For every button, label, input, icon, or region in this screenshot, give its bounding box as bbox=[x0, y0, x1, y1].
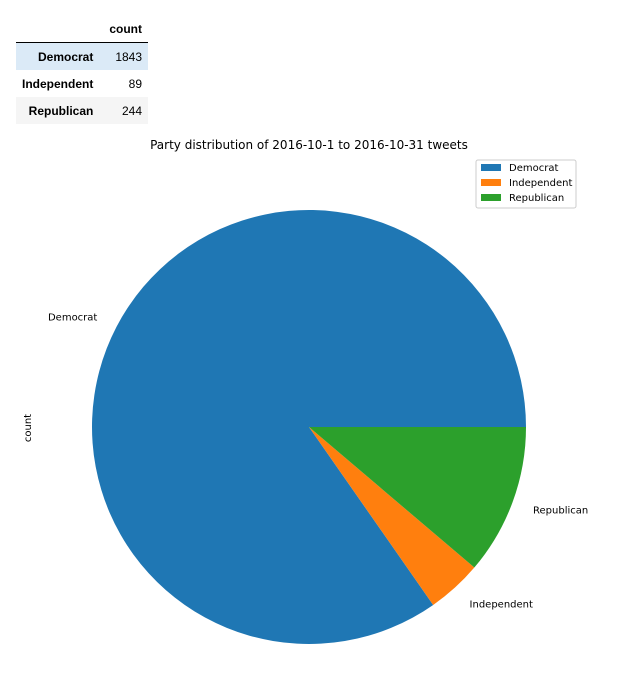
y-axis-label: count bbox=[23, 414, 34, 442]
pie-slice-labels: Democrat Independent Republican bbox=[48, 313, 588, 611]
pie-slice-democrat bbox=[91, 210, 526, 645]
dataframe-table: count Democrat 1843 Independent 89 Repub… bbox=[16, 15, 149, 124]
row-value: 1843 bbox=[115, 49, 143, 64]
legend-label-independent: Independent bbox=[509, 178, 572, 189]
legend-swatch-democrat bbox=[481, 164, 501, 171]
pie-slice-independent bbox=[309, 427, 475, 605]
legend-swatch-republican bbox=[481, 194, 501, 201]
count-column-header: count bbox=[103, 15, 149, 43]
table-row: Independent 89 bbox=[16, 70, 148, 97]
table-row: Republican 244 bbox=[16, 97, 149, 124]
chart-title: Party distribution of 2016-10-1 to 2016-… bbox=[150, 138, 468, 152]
table-header-row: count bbox=[16, 15, 149, 43]
slice-label-republican: Republican bbox=[533, 505, 588, 516]
table-row: Democrat 1843 bbox=[16, 42, 149, 70]
row-label: Democrat bbox=[37, 49, 94, 64]
pie-slice-republican bbox=[309, 427, 526, 568]
slice-label-democrat: Democrat bbox=[48, 313, 97, 324]
row-value: 244 bbox=[121, 103, 143, 118]
pie-slices bbox=[91, 210, 526, 645]
index-header bbox=[16, 15, 104, 43]
row-label: Independent bbox=[22, 76, 94, 91]
legend-label-democrat: Democrat bbox=[509, 163, 558, 174]
legend-label-republican: Republican bbox=[509, 193, 564, 204]
row-value: 89 bbox=[128, 76, 143, 91]
row-label: Republican bbox=[28, 103, 94, 118]
chart-legend: Democrat Independent Republican bbox=[475, 159, 577, 209]
slice-label-independent: Independent bbox=[470, 600, 533, 611]
legend-swatch-independent bbox=[481, 179, 501, 186]
